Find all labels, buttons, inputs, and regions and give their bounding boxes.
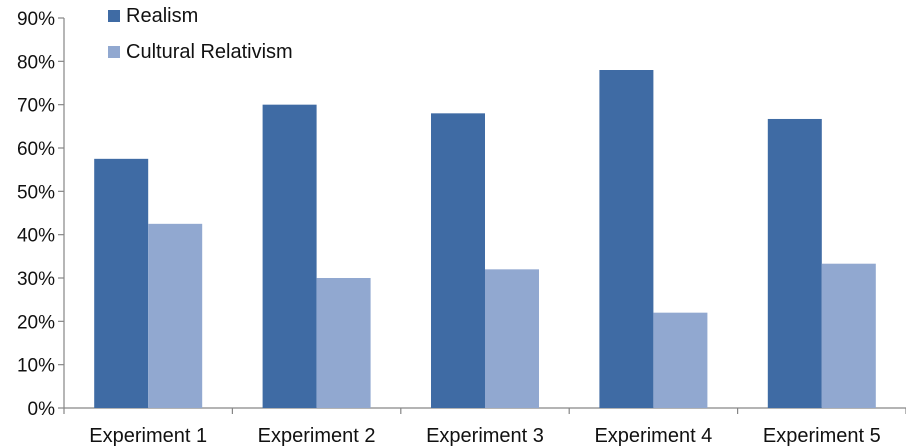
legend-label: Realism	[126, 5, 198, 27]
bar-realism	[94, 158, 149, 408]
y-tick-label: 40%	[17, 226, 55, 247]
bar-cultural-relativism	[316, 278, 371, 408]
legend-swatch	[108, 10, 120, 22]
y-tick-label: 90%	[17, 9, 55, 30]
y-tick-label: 30%	[17, 269, 55, 290]
bar-cultural-relativism	[148, 223, 203, 408]
legend-swatch	[108, 46, 120, 58]
legend-label: Cultural Relativism	[126, 41, 293, 63]
y-axis: 0% 10% 20% 30% 40% 50% 60% 70% 80% 90%	[17, 9, 65, 420]
bar-realism	[767, 118, 822, 408]
bar-cultural-relativism	[821, 263, 876, 408]
y-tick-label: 80%	[17, 52, 55, 73]
y-tick-label: 10%	[17, 356, 55, 377]
bar-cultural-relativism	[653, 312, 708, 408]
legend: Realism Cultural Relativism	[108, 5, 293, 63]
bar-realism	[599, 70, 654, 408]
y-tick-label: 50%	[17, 182, 55, 203]
x-tick-label: Experiment 3	[426, 425, 544, 447]
y-tick-label: 70%	[17, 96, 55, 117]
bar-realism	[431, 113, 485, 408]
bar-realism	[262, 104, 317, 409]
bars	[94, 70, 876, 409]
x-axis: Experiment 1 Experiment 2 Experiment 3 Expe…	[63, 407, 906, 447]
x-tick-label: Experiment 2	[258, 425, 376, 447]
bar-cultural-relativism	[485, 269, 539, 408]
y-tick-label: 60%	[17, 139, 55, 160]
x-tick-label: Experiment 1	[89, 425, 207, 447]
x-tick-label: Experiment 5	[763, 425, 881, 447]
x-tick-label: Experiment 4	[594, 425, 712, 447]
y-tick-label: 0%	[28, 399, 56, 420]
y-tick-label: 20%	[17, 312, 55, 333]
